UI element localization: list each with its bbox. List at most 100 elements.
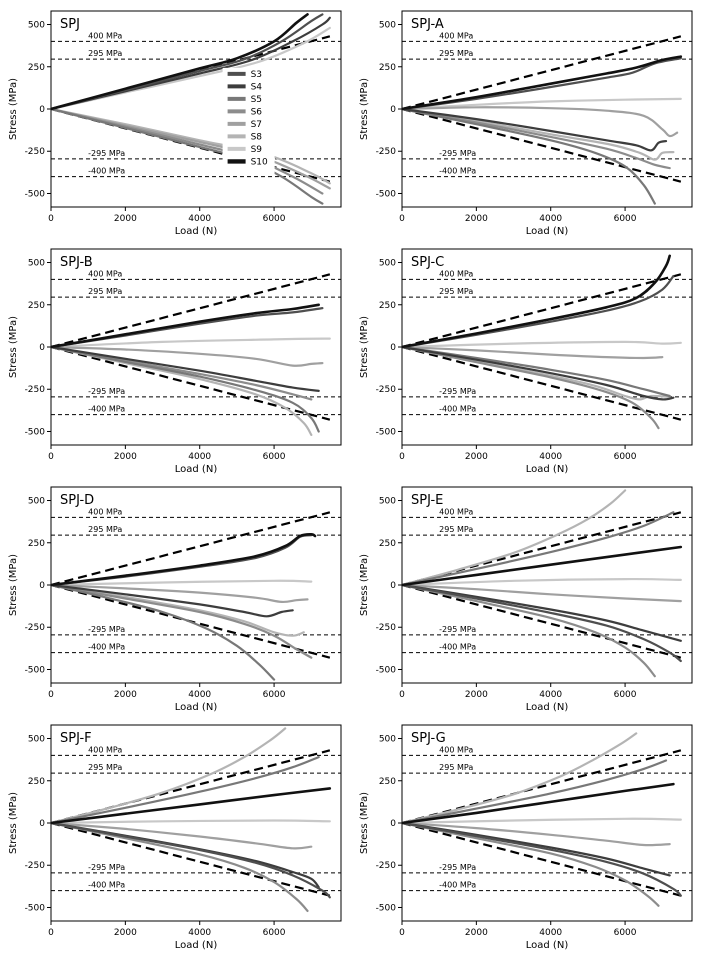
x-tick-label: 2000 [464,928,487,938]
y-tick-label: -250 [375,147,396,157]
y-tick-label: -250 [375,385,396,395]
chart-svg-spj-c: 400 MPa 295 MPa -295 MPa -400 MPa 0 2000 4000 6… [359,248,692,475]
y-tick-label: 250 [27,300,44,310]
guide-lines [401,272,681,421]
x-axis-title: Load (N) [525,702,568,713]
y-axis-title: Stress (MPa) [359,791,370,853]
y-tick-label: 500 [378,20,395,30]
y-tick-label: -250 [375,861,396,871]
legend-label-s4: S4 [250,82,262,92]
x-axis-title: Load (N) [525,940,568,951]
y-tick-label: 0 [390,105,396,115]
series-line-s7 [50,345,323,367]
series-line-s4 [401,345,674,401]
chart-panel-spj-g: 400 MPa 295 MPa -295 MPa -400 MPa 0 2000 4000 6… [351,716,702,954]
hline-label: -400 MPa [88,880,125,889]
series-group [50,303,331,436]
x-tick-label: 6000 [262,690,285,700]
x-tick-label: 4000 [188,928,211,938]
y-tick-label: 0 [39,581,45,591]
hline-label: 295 MPa [88,525,122,534]
y-tick-label: 0 [39,819,45,829]
hline-label: -400 MPa [439,880,476,889]
series-line-s4 [401,821,671,876]
axes: 0 2000 4000 6000 -500 -250 0 250 500 Load (N) Stre… [359,734,637,950]
series-line-s10 [50,786,331,824]
reference-lines: 400 MPa 295 MPa -295 MPa -400 MPa [401,507,692,653]
y-tick-label: 250 [27,538,44,548]
chart-panel-spj-c: 400 MPa 295 MPa -295 MPa -400 MPa 0 2000 4000 6… [351,240,702,478]
y-tick-label: 500 [27,20,44,30]
y-tick-label: 0 [39,105,45,115]
guide-line [401,821,681,897]
chart-panel-spj: 400 MPa 295 MPa -295 MPa -400 MPa 0 2000 4000 6… [0,2,351,240]
x-tick-label: 0 [399,928,405,938]
series-line-s10 [401,54,682,110]
series-line-s4 [401,107,667,152]
legend: S3 S4 S5 S6 S7 S8 S9 S10 [222,67,275,174]
y-tick-label: -250 [24,147,45,157]
y-tick-label: 500 [27,258,44,268]
y-tick-label: 0 [390,343,396,353]
chart-svg-spj-f: 400 MPa 295 MPa -295 MPa -400 MPa 0 2000 4000 6… [8,724,341,951]
y-tick-label: -500 [375,903,396,913]
series-line-s5 [401,107,656,205]
series-line-s3 [401,583,682,662]
legend-label-s10: S10 [250,157,267,167]
x-tick-label: 0 [399,690,405,700]
y-tick-label: -500 [24,665,45,675]
y-tick-label: 250 [27,776,44,786]
x-tick-label: 4000 [188,214,211,224]
series-line-s10 [50,12,309,110]
series-line-s6 [401,345,660,429]
chart-svg-spj-b: 400 MPa 295 MPa -295 MPa -400 MPa 0 2000 4000 6… [8,248,341,475]
hline-label: 400 MPa [88,31,122,40]
x-tick-label: 0 [399,452,405,462]
plot-border [401,724,692,921]
hline-label: -295 MPa [88,624,125,633]
y-tick-label: -500 [24,903,45,913]
x-tick-label: 0 [48,690,54,700]
series-line-s5 [50,345,320,433]
series-line-s7 [401,105,678,137]
guide-line [401,107,681,183]
series-line-s7 [401,345,663,359]
chart-svg-spj: 400 MPa 295 MPa -295 MPa -400 MPa 0 2000 4000 6… [8,10,341,237]
chart-svg-spj-g: 400 MPa 295 MPa -295 MPa -400 MPa 0 2000 4000 6… [359,724,692,951]
x-tick-label: 2000 [464,690,487,700]
x-tick-label: 6000 [613,214,636,224]
hline-label: 295 MPa [439,287,473,296]
x-axis-title: Load (N) [174,940,217,951]
series-line-s10 [50,532,316,586]
y-tick-label: 250 [378,538,395,548]
y-tick-label: 250 [378,776,395,786]
x-tick-label: 0 [399,214,405,224]
panel-title: SPJ-B [60,255,93,270]
series-line-s5 [50,755,320,824]
hline-label: 295 MPa [439,525,473,534]
axes: 0 2000 4000 6000 -500 -250 0 250 500 Load (N) Stre… [8,496,286,712]
series-group [401,488,682,677]
legend-label-s7: S7 [250,119,261,129]
hline-label: -295 MPa [439,386,476,395]
axes: 0 2000 4000 6000 -500 -250 0 250 500 Load (N) Stre… [8,20,286,236]
series-line-s7 [401,583,682,602]
chart-panel-spj-b: 400 MPa 295 MPa -295 MPa -400 MPa 0 2000 4000 6… [0,240,351,478]
y-tick-label: -500 [375,665,396,675]
y-tick-label: -250 [375,623,396,633]
series-line-s7 [401,821,671,846]
hline-label: -400 MPa [439,166,476,175]
hline-label: -295 MPa [439,624,476,633]
guide-line [401,34,681,110]
x-tick-label: 6000 [613,928,636,938]
x-tick-label: 4000 [188,690,211,700]
x-tick-label: 2000 [113,452,136,462]
series-line-s6 [401,107,671,169]
y-tick-label: -500 [375,427,396,437]
hline-label: 400 MPa [439,745,473,754]
series-line-s6 [401,583,656,677]
axes: 0 2000 4000 6000 -500 -250 0 250 500 Load (N) Stre… [8,258,286,474]
x-tick-label: 0 [48,928,54,938]
series-line-s10 [401,782,675,824]
series-line-s5 [401,345,671,397]
